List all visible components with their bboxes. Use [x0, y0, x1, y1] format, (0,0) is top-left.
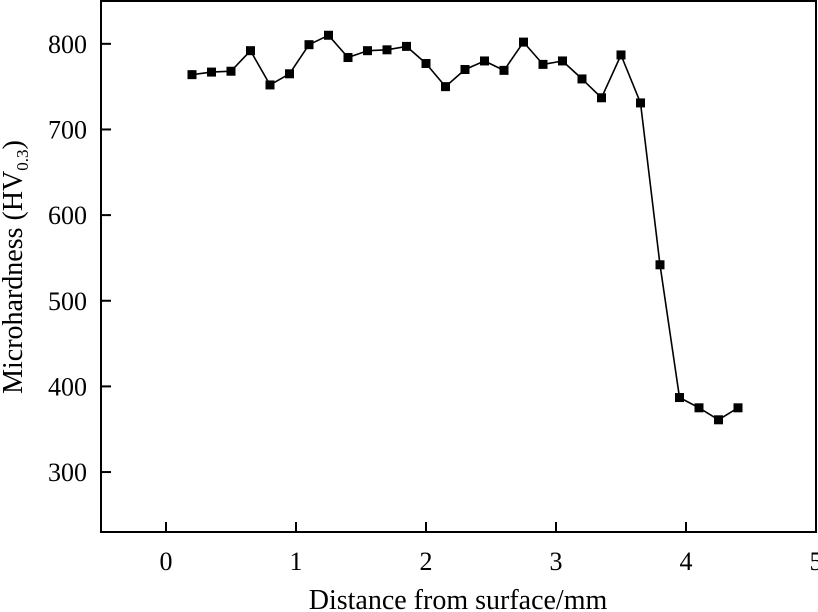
- data-point: [616, 50, 626, 60]
- y-axis-title: Microhardness (HV0.3): [0, 140, 32, 394]
- data-point: [402, 41, 411, 51]
- data-point: [714, 415, 723, 425]
- data-point: [577, 74, 587, 84]
- data-point: [636, 98, 645, 108]
- data-point: [343, 53, 353, 63]
- data-point: [558, 56, 567, 66]
- x-tick-label: 2: [420, 547, 433, 576]
- x-tick-label: 5: [810, 547, 818, 576]
- series-line: [191, 34, 739, 421]
- y-axis-title-close: ): [0, 140, 29, 149]
- data-point: [733, 403, 743, 413]
- data-point: [363, 46, 372, 56]
- y-tick-label: 700: [48, 115, 87, 144]
- data-point: [324, 30, 333, 40]
- axis-ticks: 0 1 2 3 4 5 300 400 500 600 700 800: [48, 30, 818, 576]
- data-point: [187, 70, 197, 80]
- x-axis-title: Distance from surface/mm: [309, 585, 608, 612]
- data-point: [246, 46, 255, 56]
- data-point: [499, 65, 509, 75]
- data-series: [187, 30, 743, 425]
- data-point: [226, 66, 236, 76]
- data-point: [382, 45, 392, 55]
- data-point: [655, 260, 665, 270]
- x-tick-label: 1: [290, 547, 303, 576]
- data-point: [694, 403, 704, 413]
- y-tick-label: 800: [48, 30, 87, 59]
- y-axis-title-main: Microhardness (HV: [0, 171, 29, 394]
- data-point: [207, 67, 216, 77]
- y-tick-label: 300: [48, 458, 87, 487]
- data-point: [421, 59, 431, 69]
- x-tick-label: 3: [550, 547, 563, 576]
- data-point: [538, 59, 548, 69]
- plot-frame: [100, 0, 817, 533]
- y-axis-title-subscript: 0.3: [13, 149, 32, 170]
- data-point: [675, 393, 684, 403]
- data-point: [597, 93, 606, 103]
- y-tick-label: 500: [48, 287, 87, 316]
- data-point: [265, 80, 275, 90]
- x-tick-label: 4: [680, 547, 693, 576]
- data-point: [519, 37, 528, 47]
- data-point: [480, 56, 489, 66]
- y-tick-label: 600: [48, 201, 87, 230]
- data-point: [285, 69, 294, 79]
- x-tick-label: 0: [160, 547, 173, 576]
- data-point: [304, 40, 314, 50]
- data-point: [460, 65, 470, 75]
- y-tick-label: 400: [48, 372, 87, 401]
- data-point: [441, 82, 450, 92]
